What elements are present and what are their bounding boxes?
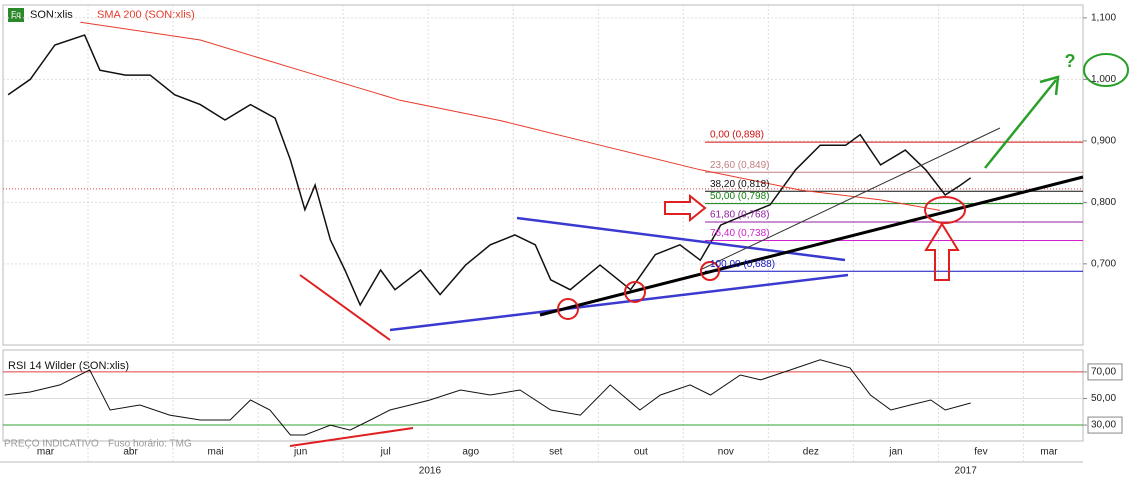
x-tick-label: set [549,447,563,458]
forecast-arrow [984,79,1057,169]
trend-line [516,216,846,262]
x-tick-label: jul [380,447,391,458]
fib-label: 23,60 (0,849) [710,160,770,171]
legend-entry[interactable]: SON:xlis [30,9,73,21]
y-tick-label: 1,100 [1091,13,1116,24]
pointer-arrow [664,193,707,223]
fib-label: 100,00 (0,688) [710,259,775,270]
trend-line [699,127,1001,271]
footer-note: PREÇO INDICATIVO [4,439,99,450]
footer-timezone: Fuso horário: TMG [108,439,192,450]
price-line [80,21,941,211]
highlight-circle [700,261,720,281]
legend-entry[interactable]: RSI 14 Wilder (SON:xlis) [8,360,129,372]
x-tick-label: out [634,447,648,458]
x-tick-label: fev [974,447,987,458]
x-tick-label: jan [888,447,902,458]
year-label: 2017 [955,466,978,477]
highlight-circle [924,196,966,224]
badge-text: Eq [11,10,21,19]
y-tick-label: 70,00 [1091,367,1116,378]
x-tick-label: ago [462,447,479,458]
fib-label: 38,20 (0,818) [710,179,770,190]
trend-line [289,427,414,447]
y-tick-box [1087,416,1123,434]
annotations [289,53,1129,447]
fib-label: 76,40 (0,738) [710,228,770,239]
legend-entry[interactable]: SMA 200 (SON:xlis) [97,9,195,21]
price-panel [2,4,1084,346]
fib-label: 61,80 (0,768) [710,210,770,221]
y-tick-label: 30,00 [1091,420,1116,431]
y-tick-label: 1,000 [1091,74,1116,85]
x-tick-label: jun [293,447,307,458]
y-tick-label: 0,900 [1091,136,1116,147]
x-tick-label: mai [208,447,224,458]
trend-line [299,274,391,341]
fib-label: 0,00 (0,898) [710,130,764,141]
trend-line [389,273,849,332]
badge [8,8,24,22]
fib-label: 50,00 (0,798) [710,191,770,202]
highlight-circle [624,281,646,303]
pointer-arrow [924,222,960,281]
forecast-arrow-head [1039,75,1060,96]
price-line [4,359,971,436]
price-line [7,34,972,307]
y-tick-label: 50,00 [1091,393,1116,404]
x-tick-label: mar [37,447,55,458]
year-label: 2016 [419,466,442,477]
trend-line [539,175,1084,317]
annotation: ? [1065,51,1076,71]
x-tick-label: dez [803,447,819,458]
y-tick-label: 0,800 [1091,197,1116,208]
x-tick-label: mar [1040,447,1058,458]
x-tick-label: nov [718,447,734,458]
target-circle [1083,53,1129,87]
y-tick-label: 0,700 [1091,258,1116,269]
rsi-panel [2,349,1084,442]
highlight-circle [557,298,579,320]
y-tick-box [1087,363,1123,381]
x-tick-label: abr [123,447,138,458]
